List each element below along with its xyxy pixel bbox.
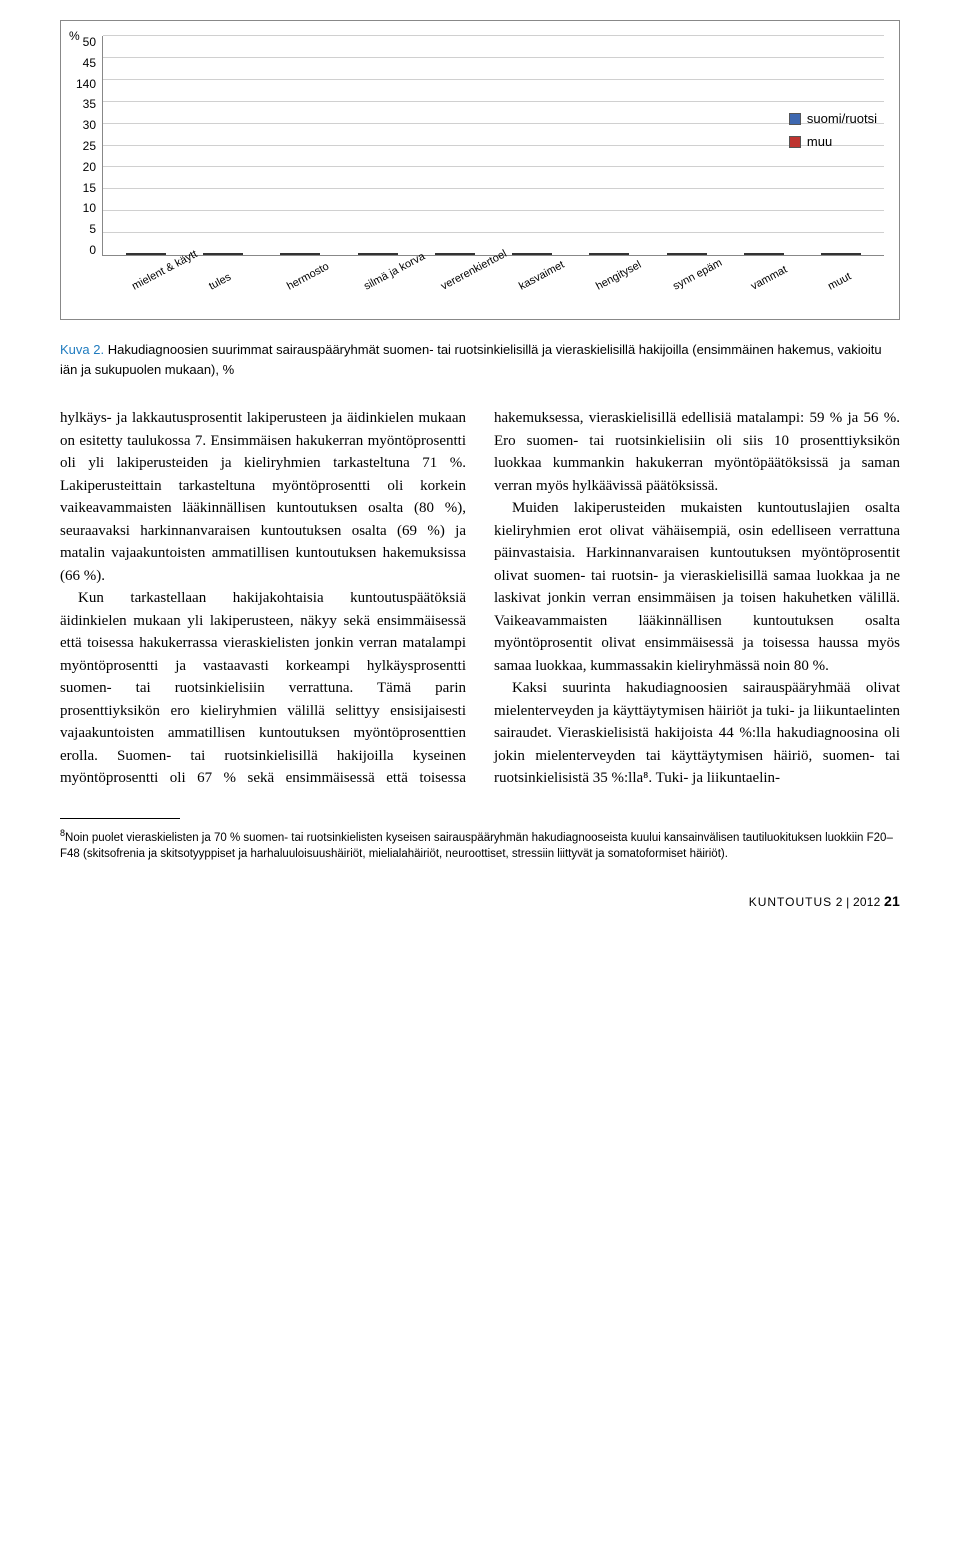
caption-text: Hakudiagnoosien suurimmat sairauspääryhm… <box>60 342 882 377</box>
bar-group <box>741 253 787 255</box>
y-tick: 5 <box>89 223 96 235</box>
y-axis: 504514035302520151050 <box>76 36 102 256</box>
bar <box>280 253 300 255</box>
y-axis-unit: % <box>69 29 80 43</box>
plot-area <box>102 36 884 256</box>
x-label: hengitysel <box>594 260 655 320</box>
body-text: hylkäys- ja lakkautusprosentit lakiperus… <box>60 407 900 790</box>
bar <box>744 253 764 255</box>
legend-label: muu <box>807 134 832 149</box>
bar <box>589 253 609 255</box>
bar-group <box>355 253 401 255</box>
bar <box>512 253 532 255</box>
y-tick: 15 <box>83 182 96 194</box>
legend-item: suomi/ruotsi <box>789 111 877 126</box>
grid-line <box>103 166 884 167</box>
page-footer: KUNTOUTUS 2 | 2012 21 <box>60 893 900 909</box>
bar <box>841 253 861 255</box>
bar <box>435 253 455 255</box>
bar <box>667 253 687 255</box>
legend-swatch <box>789 113 801 125</box>
footnote: 8Noin puolet vieraskielisten ja 70 % suo… <box>60 827 900 863</box>
bar <box>532 253 552 255</box>
y-tick: 45 <box>83 57 96 69</box>
bar <box>203 253 223 255</box>
grid-line <box>103 101 884 102</box>
bar <box>455 253 475 255</box>
bar <box>687 253 707 255</box>
paragraph: hylkäys- ja lakkautusprosentit lakiperus… <box>60 407 466 587</box>
grid-line <box>103 232 884 233</box>
grid-line <box>103 188 884 189</box>
y-tick: 20 <box>83 161 96 173</box>
grid-line <box>103 79 884 80</box>
y-tick: 10 <box>83 202 96 214</box>
x-label: kasvaimet <box>517 260 578 320</box>
bars-container <box>103 36 884 255</box>
caption-label: Kuva 2. <box>60 342 104 357</box>
page-number: 21 <box>884 893 900 909</box>
grid-line <box>103 210 884 211</box>
paragraph: Muiden lakiperusteiden mukaisten kuntout… <box>494 497 900 677</box>
x-label: vammat <box>749 260 810 320</box>
x-label: tules <box>207 260 268 320</box>
bar <box>358 253 378 255</box>
x-label: hermosto <box>285 260 346 320</box>
journal-name: KUNTOUTUS <box>749 895 832 909</box>
bar-group <box>586 253 632 255</box>
x-label: synn epäm <box>671 260 732 320</box>
bar-chart: % 504514035302520151050 mielent & käyttt… <box>60 20 900 320</box>
x-axis-labels: mielent & käytttuleshermostosilmä ja kor… <box>102 256 884 304</box>
legend-swatch <box>789 136 801 148</box>
bar <box>764 253 784 255</box>
bar <box>609 253 629 255</box>
x-label: silmä ja korva <box>362 260 423 320</box>
legend-item: muu <box>789 134 877 149</box>
legend-label: suomi/ruotsi <box>807 111 877 126</box>
bar-group <box>818 253 864 255</box>
y-tick: 0 <box>89 244 96 256</box>
y-tick: 50 <box>83 36 96 48</box>
figure-caption: Kuva 2. Hakudiagnoosien suurimmat sairau… <box>60 340 900 379</box>
footnote-rule <box>60 818 180 819</box>
y-tick: 25 <box>83 140 96 152</box>
y-tick: 140 <box>76 78 96 90</box>
grid-line <box>103 35 884 36</box>
paragraph: Kaksi suurinta hakudiagnoosien sairauspä… <box>494 677 900 790</box>
bar-group <box>664 253 710 255</box>
y-tick: 30 <box>83 119 96 131</box>
x-label: mielent & käytt <box>130 260 191 320</box>
bar-group <box>509 253 555 255</box>
bar <box>821 253 841 255</box>
page: % 504514035302520151050 mielent & käyttt… <box>0 0 960 949</box>
bar-group <box>200 253 246 255</box>
bar-group <box>123 253 169 255</box>
grid-line <box>103 123 884 124</box>
y-tick: 35 <box>83 98 96 110</box>
x-label: vererenkiertoel <box>439 260 500 320</box>
grid-line <box>103 145 884 146</box>
bar <box>146 253 166 255</box>
legend: suomi/ruotsi muu <box>789 111 877 157</box>
bar-group <box>277 253 323 255</box>
bar <box>126 253 146 255</box>
bar-group <box>432 253 478 255</box>
bar <box>378 253 398 255</box>
issue: 2 | 2012 <box>836 895 881 909</box>
x-label: muut <box>826 260 887 320</box>
bar <box>223 253 243 255</box>
bar <box>300 253 320 255</box>
grid-line <box>103 57 884 58</box>
footnote-text: Noin puolet vieraskielisten ja 70 % suom… <box>60 831 893 860</box>
